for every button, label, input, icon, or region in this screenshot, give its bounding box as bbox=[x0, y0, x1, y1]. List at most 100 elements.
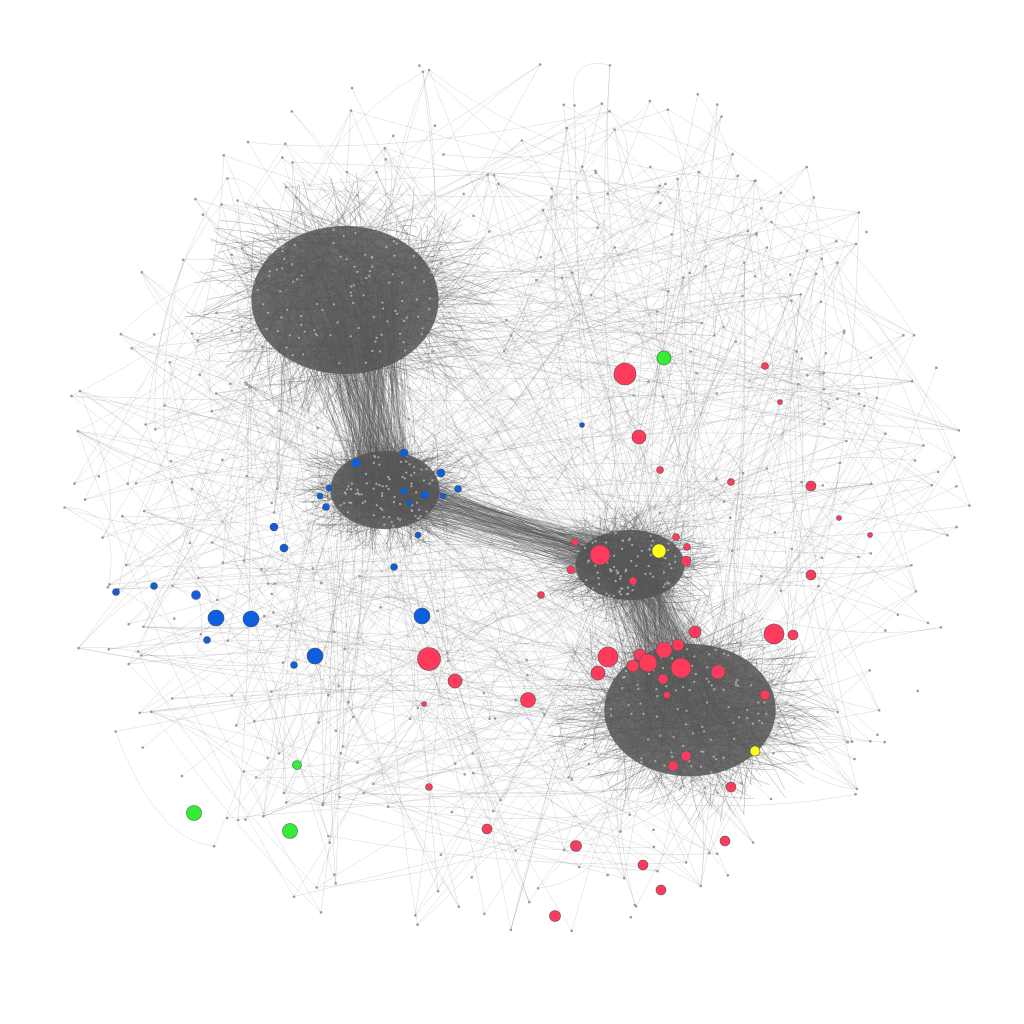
node bbox=[846, 740, 849, 744]
edge bbox=[544, 258, 822, 715]
red-node bbox=[805, 480, 817, 492]
edge bbox=[796, 351, 913, 389]
node bbox=[375, 171, 378, 174]
node bbox=[720, 115, 723, 118]
node bbox=[573, 104, 576, 107]
blue-node bbox=[436, 468, 446, 478]
node bbox=[649, 554, 652, 557]
node bbox=[329, 334, 332, 337]
node bbox=[270, 690, 273, 693]
node bbox=[710, 684, 713, 687]
node bbox=[656, 694, 659, 698]
node bbox=[281, 250, 284, 253]
edge bbox=[241, 135, 394, 249]
edge bbox=[122, 516, 322, 913]
blue-node bbox=[279, 543, 289, 553]
node bbox=[635, 564, 638, 567]
edge bbox=[293, 783, 742, 897]
node bbox=[884, 432, 887, 436]
node bbox=[773, 531, 777, 534]
node bbox=[662, 571, 666, 574]
node bbox=[321, 802, 325, 805]
red-node bbox=[680, 750, 692, 762]
edge bbox=[563, 104, 724, 327]
node bbox=[608, 594, 611, 597]
blue-node bbox=[400, 487, 408, 495]
node bbox=[609, 568, 612, 571]
node bbox=[332, 303, 335, 306]
node bbox=[210, 541, 214, 544]
edge bbox=[64, 507, 630, 815]
node bbox=[793, 716, 796, 720]
node bbox=[388, 478, 391, 481]
edge bbox=[650, 94, 698, 580]
node bbox=[284, 801, 288, 804]
node bbox=[715, 477, 718, 481]
node bbox=[386, 805, 390, 808]
edge bbox=[236, 607, 381, 726]
node bbox=[596, 571, 599, 574]
edge bbox=[151, 711, 264, 817]
node bbox=[141, 746, 144, 749]
red-node bbox=[777, 399, 783, 405]
node bbox=[664, 583, 667, 586]
edge bbox=[373, 591, 625, 784]
node bbox=[587, 762, 591, 766]
node bbox=[339, 504, 342, 507]
node bbox=[805, 165, 808, 169]
node bbox=[746, 717, 749, 720]
edge bbox=[550, 129, 615, 202]
node bbox=[914, 590, 918, 593]
node bbox=[650, 544, 653, 547]
edge bbox=[285, 335, 625, 879]
edge bbox=[754, 274, 794, 299]
edge bbox=[354, 525, 367, 550]
node bbox=[613, 246, 616, 249]
edge bbox=[164, 143, 286, 406]
node bbox=[357, 326, 360, 330]
edge bbox=[247, 111, 610, 147]
edge bbox=[789, 548, 871, 742]
red-node bbox=[520, 692, 536, 708]
node bbox=[283, 257, 286, 260]
edge bbox=[342, 481, 802, 747]
node bbox=[805, 249, 809, 252]
node bbox=[125, 563, 128, 567]
node bbox=[869, 356, 873, 360]
node bbox=[351, 301, 355, 305]
node bbox=[736, 684, 740, 687]
node bbox=[379, 605, 383, 609]
node bbox=[870, 482, 873, 486]
node bbox=[349, 488, 352, 491]
node bbox=[436, 889, 440, 893]
node bbox=[696, 93, 699, 96]
edge bbox=[222, 459, 460, 907]
node bbox=[666, 548, 670, 552]
red-node bbox=[638, 653, 658, 673]
node bbox=[621, 676, 625, 679]
node bbox=[400, 460, 403, 463]
edge bbox=[630, 247, 768, 551]
node bbox=[541, 209, 545, 212]
green-node bbox=[282, 823, 298, 839]
node bbox=[565, 126, 569, 130]
node bbox=[799, 293, 803, 296]
node bbox=[836, 710, 839, 714]
node bbox=[281, 156, 284, 159]
edge bbox=[700, 358, 802, 887]
node bbox=[281, 267, 284, 270]
edge bbox=[384, 148, 872, 358]
node bbox=[765, 467, 769, 470]
edge bbox=[584, 582, 620, 621]
node bbox=[401, 281, 404, 284]
edge bbox=[573, 63, 610, 106]
node bbox=[760, 574, 763, 578]
node bbox=[670, 233, 673, 236]
node bbox=[656, 190, 660, 194]
node bbox=[691, 664, 694, 668]
edge bbox=[285, 143, 622, 703]
node bbox=[346, 488, 349, 491]
node bbox=[405, 471, 408, 474]
red-node bbox=[481, 823, 493, 835]
node bbox=[78, 389, 82, 393]
